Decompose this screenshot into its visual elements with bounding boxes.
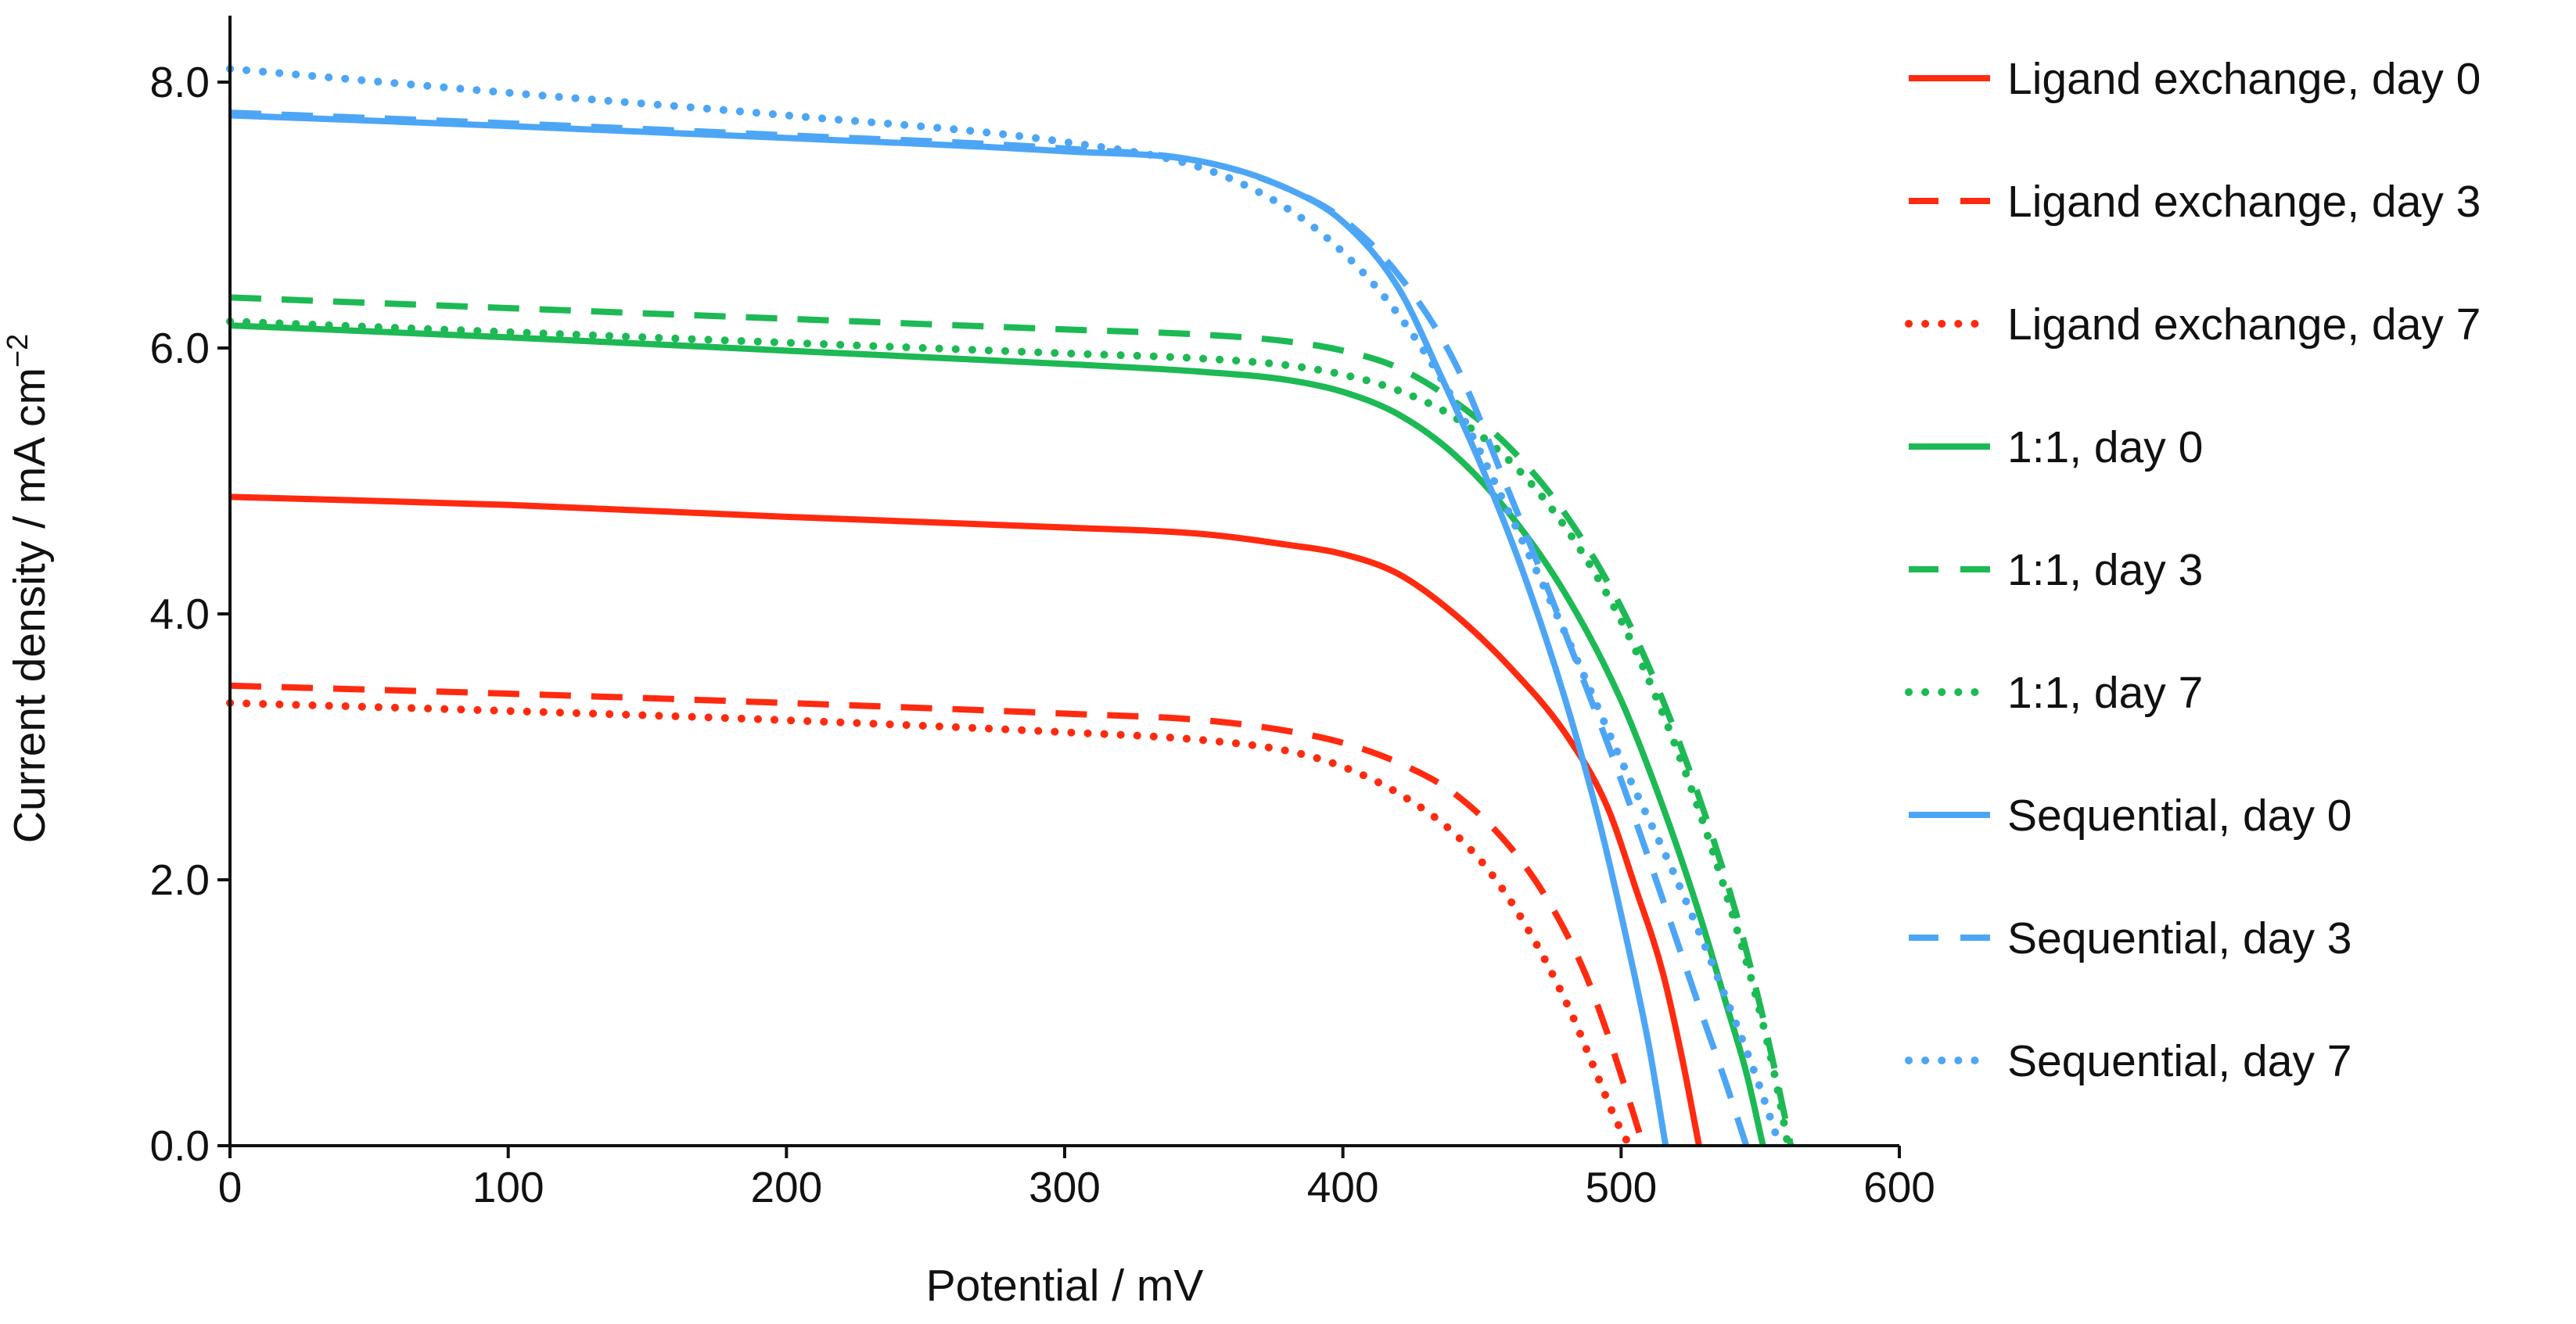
legend-item: Sequential, day 3	[1909, 913, 2352, 963]
legend-label: Ligand exchange, day 3	[2007, 177, 2481, 227]
legend-item: 1:1, day 0	[1909, 422, 2203, 472]
legend-label: Sequential, day 0	[2007, 791, 2352, 841]
y-tick-label: 4.0	[150, 590, 210, 638]
x-tick-label: 300	[1029, 1163, 1101, 1211]
legend-item: Ligand exchange, day 7	[1905, 300, 2481, 350]
series-line-8	[229, 109, 1750, 1147]
legend: Ligand exchange, day 0 Ligand exchange, d…	[1905, 54, 2481, 1086]
legend-item: Sequential, day 0	[1909, 791, 2352, 841]
series-line-1	[229, 493, 1702, 1146]
x-tick-label: 0	[218, 1163, 243, 1211]
x-tick-label: 100	[472, 1163, 544, 1211]
y-axis-title-main: Current density / mA cm	[5, 368, 55, 843]
legend-label: 1:1, day 7	[2007, 668, 2203, 718]
x-tick-label: 500	[1585, 1163, 1657, 1211]
legend-label: 1:1, day 0	[2007, 422, 2203, 472]
curves-layer	[226, 65, 1795, 1150]
legend-item: Sequential, day 7	[1905, 1036, 2352, 1086]
x-tick-label: 200	[750, 1163, 822, 1211]
series-line-2	[229, 682, 1647, 1147]
legend-item: 1:1, day 7	[1905, 668, 2203, 718]
legend-label: Sequential, day 3	[2007, 913, 2352, 963]
series-line-4	[229, 322, 1766, 1146]
legend-label: 1:1, day 3	[2007, 545, 2203, 595]
y-axis-title: Current density / mA cm−2	[2, 334, 55, 844]
legend-item: Ligand exchange, day 0	[1909, 54, 2481, 104]
series-line-9	[226, 65, 1784, 1150]
x-tick-label: 600	[1863, 1163, 1935, 1211]
series-line-5	[229, 294, 1795, 1146]
y-tick-label: 0.0	[150, 1121, 210, 1170]
series-line-3	[226, 698, 1633, 1150]
legend-label: Ligand exchange, day 7	[2007, 300, 2481, 350]
legend-label: Ligand exchange, day 0	[2007, 54, 2481, 104]
y-tick-label: 6.0	[150, 324, 210, 372]
legend-label: Sequential, day 7	[2007, 1036, 2352, 1086]
series-line-7	[229, 112, 1669, 1146]
y-tick-label: 8.0	[150, 58, 210, 106]
legend-item: Ligand exchange, day 3	[1909, 177, 2481, 227]
series-line-6	[226, 318, 1792, 1150]
legend-item: 1:1, day 3	[1909, 545, 2203, 595]
y-axis-title-superscript: −2	[2, 334, 34, 368]
x-tick-label: 400	[1307, 1163, 1379, 1211]
x-axis-title: Potential / mV	[926, 1261, 1204, 1311]
y-tick-label: 2.0	[150, 856, 210, 904]
axes-layer: 0 100 200 300 400 500 600 0.0 2.0 4.0 6.0 8.0 Potent…	[2, 16, 1935, 1311]
